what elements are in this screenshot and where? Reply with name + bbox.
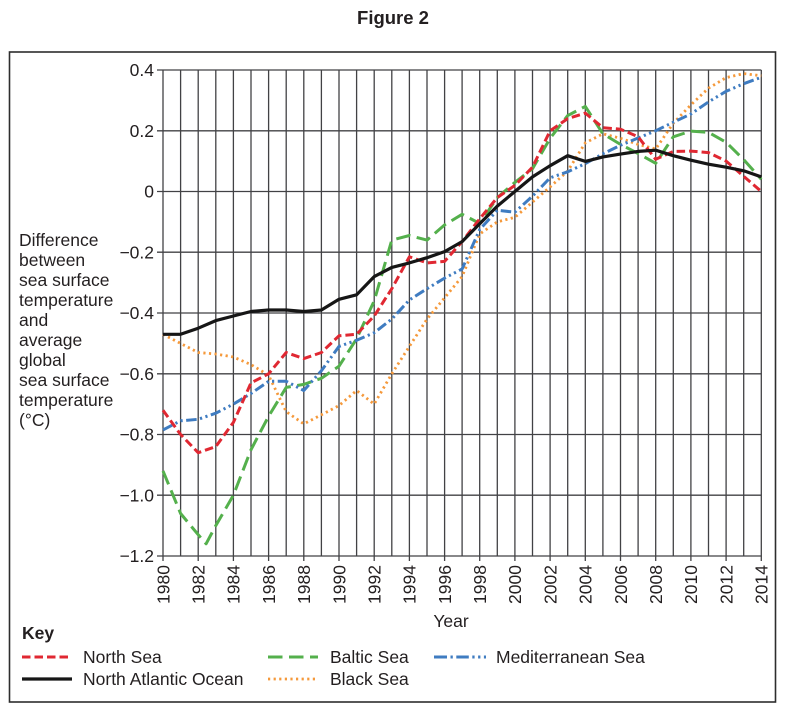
svg-text:1988: 1988 (294, 565, 314, 604)
svg-text:0.4: 0.4 (130, 60, 155, 80)
svg-text:temperature: temperature (19, 290, 113, 310)
svg-text:2004: 2004 (576, 565, 596, 604)
svg-text:−1.2: −1.2 (119, 546, 154, 566)
svg-text:Baltic Sea: Baltic Sea (330, 647, 409, 667)
svg-text:sea surface: sea surface (19, 370, 109, 390)
svg-text:North Atlantic Ocean: North Atlantic Ocean (83, 669, 244, 689)
svg-text:1984: 1984 (224, 565, 244, 604)
svg-text:−0.4: −0.4 (119, 303, 154, 323)
svg-text:0: 0 (144, 182, 154, 202)
svg-text:Key: Key (22, 623, 54, 643)
svg-text:average: average (19, 330, 82, 350)
svg-text:1998: 1998 (470, 565, 490, 604)
svg-text:temperature: temperature (19, 390, 113, 410)
svg-text:1986: 1986 (259, 565, 279, 604)
svg-text:between: between (19, 250, 85, 270)
svg-text:1990: 1990 (329, 565, 349, 604)
svg-text:Difference: Difference (19, 230, 98, 250)
svg-text:2014: 2014 (752, 565, 772, 604)
svg-text:2010: 2010 (681, 565, 701, 604)
svg-text:−0.2: −0.2 (119, 242, 154, 262)
svg-text:Mediterranean Sea: Mediterranean Sea (496, 647, 645, 667)
svg-text:−1.0: −1.0 (119, 485, 154, 505)
svg-text:2008: 2008 (646, 565, 666, 604)
svg-text:Figure 2: Figure 2 (357, 7, 429, 28)
svg-text:0.2: 0.2 (130, 121, 154, 141)
svg-text:Black Sea: Black Sea (330, 669, 409, 689)
svg-text:1980: 1980 (153, 565, 173, 604)
svg-text:1994: 1994 (400, 565, 420, 604)
svg-text:Year: Year (433, 611, 469, 631)
svg-text:sea surface: sea surface (19, 270, 109, 290)
svg-text:global: global (19, 350, 66, 370)
svg-text:2002: 2002 (540, 565, 560, 604)
svg-text:−0.8: −0.8 (119, 425, 154, 445)
svg-text:1982: 1982 (189, 565, 209, 604)
svg-text:North Sea: North Sea (83, 647, 162, 667)
svg-text:and: and (19, 310, 48, 330)
svg-text:1996: 1996 (435, 565, 455, 604)
svg-text:−0.6: −0.6 (119, 364, 154, 384)
svg-text:2000: 2000 (505, 565, 525, 604)
svg-text:2006: 2006 (611, 565, 631, 604)
svg-text:1992: 1992 (365, 565, 385, 604)
svg-text:2012: 2012 (716, 565, 736, 604)
svg-text:(°C): (°C) (19, 410, 50, 430)
